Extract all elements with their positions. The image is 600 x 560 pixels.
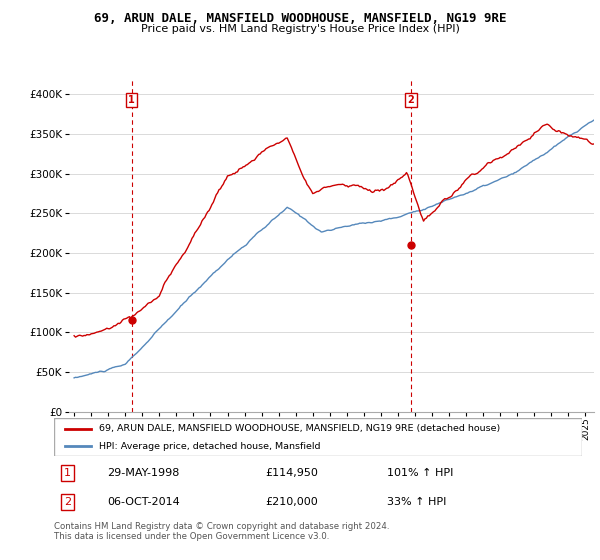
Text: 1: 1 — [128, 95, 135, 105]
Text: 33% ↑ HPI: 33% ↑ HPI — [386, 497, 446, 507]
Text: 2: 2 — [407, 95, 414, 105]
Text: 69, ARUN DALE, MANSFIELD WOODHOUSE, MANSFIELD, NG19 9RE (detached house): 69, ARUN DALE, MANSFIELD WOODHOUSE, MANS… — [99, 424, 500, 433]
Text: £114,950: £114,950 — [265, 468, 318, 478]
Text: 1: 1 — [64, 468, 71, 478]
Text: 06-OCT-2014: 06-OCT-2014 — [107, 497, 179, 507]
Text: Contains HM Land Registry data © Crown copyright and database right 2024.
This d: Contains HM Land Registry data © Crown c… — [54, 522, 389, 542]
Text: 101% ↑ HPI: 101% ↑ HPI — [386, 468, 453, 478]
Text: HPI: Average price, detached house, Mansfield: HPI: Average price, detached house, Mans… — [99, 442, 320, 451]
Text: £210,000: £210,000 — [265, 497, 318, 507]
Text: Price paid vs. HM Land Registry's House Price Index (HPI): Price paid vs. HM Land Registry's House … — [140, 24, 460, 34]
Text: 2: 2 — [64, 497, 71, 507]
Text: 29-MAY-1998: 29-MAY-1998 — [107, 468, 179, 478]
Text: 69, ARUN DALE, MANSFIELD WOODHOUSE, MANSFIELD, NG19 9RE: 69, ARUN DALE, MANSFIELD WOODHOUSE, MANS… — [94, 12, 506, 25]
